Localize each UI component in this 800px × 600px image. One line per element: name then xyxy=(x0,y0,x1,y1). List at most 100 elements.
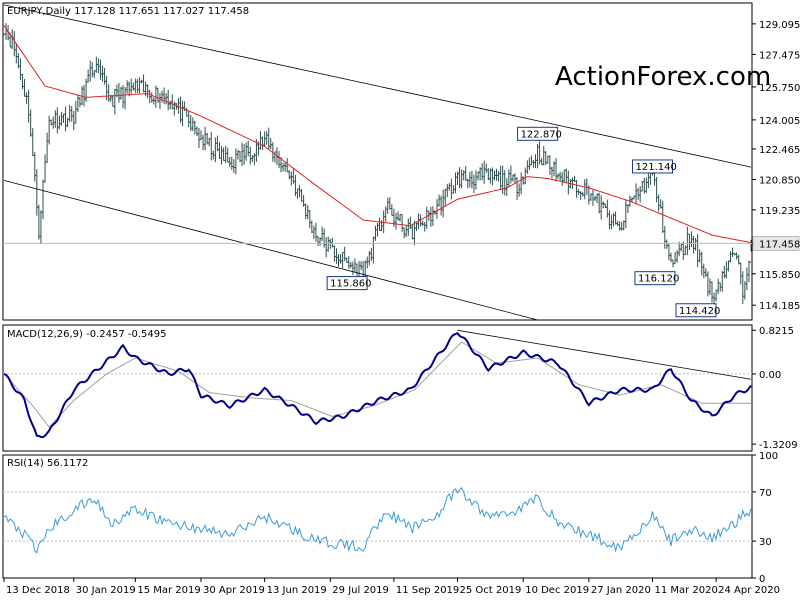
price-bar xyxy=(265,131,268,145)
price-bar xyxy=(597,192,601,214)
price-bar xyxy=(458,167,461,189)
price-bar xyxy=(148,89,151,104)
price-bar xyxy=(302,195,305,207)
price-bar xyxy=(661,200,664,234)
price-bar xyxy=(472,174,476,193)
price-bar xyxy=(88,60,92,82)
price-bar xyxy=(515,177,519,201)
annotation-label: 116.120 xyxy=(638,274,679,285)
price-bar xyxy=(507,169,511,188)
macd-line xyxy=(3,331,752,439)
price-bar xyxy=(524,167,527,185)
price-bar xyxy=(560,172,564,186)
price-bar xyxy=(121,85,125,109)
price-bar xyxy=(158,93,162,110)
price-bar xyxy=(74,101,78,124)
x-tick-label: 11 Mar 2020 xyxy=(654,585,717,596)
price-bar xyxy=(540,157,543,165)
price-bar xyxy=(591,189,595,206)
price-bar xyxy=(571,177,574,190)
price-bar xyxy=(677,241,681,257)
price-bar xyxy=(189,114,192,132)
price-bar xyxy=(111,95,114,107)
price-bar xyxy=(480,163,484,181)
price-bar xyxy=(56,107,59,134)
price-bar xyxy=(517,183,521,197)
price-bar xyxy=(47,115,51,145)
x-tick-label: 13 Dec 2018 xyxy=(6,585,70,596)
main-header: EURJPY,Daily 117.128 117.651 117.027 117… xyxy=(7,6,249,17)
price-bar xyxy=(565,168,568,184)
price-bar xyxy=(400,214,404,232)
price-bar xyxy=(688,233,691,250)
price-bar xyxy=(441,189,445,218)
price-bar xyxy=(242,144,246,165)
price-bar xyxy=(612,213,615,227)
price-bar xyxy=(64,106,67,132)
price-bar xyxy=(138,77,141,94)
price-bar xyxy=(511,174,515,182)
price-bar xyxy=(487,168,490,181)
price-bar xyxy=(632,195,636,200)
macd-header: MACD(12,26,9) -0.2457 -0.5495 xyxy=(7,329,167,340)
price-bar xyxy=(528,157,531,171)
price-bar xyxy=(714,289,718,302)
price-bar xyxy=(93,70,96,79)
price-bar xyxy=(228,156,231,168)
price-bar xyxy=(349,261,353,269)
price-bar xyxy=(304,203,307,220)
price-bar xyxy=(234,148,238,175)
price-bar xyxy=(290,171,293,186)
price-bar xyxy=(456,171,459,186)
x-tick-label: 25 Oct 2019 xyxy=(460,585,522,596)
price-bar xyxy=(704,268,708,277)
price-bar xyxy=(37,204,41,240)
price-bar xyxy=(152,97,156,105)
price-bar xyxy=(460,169,463,189)
price-bar xyxy=(263,131,266,147)
price-bar xyxy=(13,31,16,57)
price-bar xyxy=(376,222,379,237)
price-bar xyxy=(550,166,554,179)
price-bar xyxy=(218,142,221,159)
price-bar xyxy=(616,220,619,226)
price-bar xyxy=(538,141,541,165)
watermark: ActionForex.com xyxy=(555,62,771,92)
price-bar xyxy=(179,96,182,123)
price-bar xyxy=(702,263,705,279)
price-bar xyxy=(468,171,472,188)
price-bar xyxy=(712,292,716,304)
price-bar xyxy=(27,89,30,123)
price-bar xyxy=(370,247,373,261)
price-bar xyxy=(575,180,578,198)
x-tick-label: 10 Dec 2019 xyxy=(525,585,589,596)
price-bar xyxy=(405,224,408,238)
price-bar xyxy=(142,74,145,93)
macd-tick-label: -1.3209 xyxy=(759,440,798,451)
price-bar xyxy=(503,170,506,196)
price-bar xyxy=(17,53,20,69)
price-bar xyxy=(288,170,291,180)
price-annotation: 121.140 xyxy=(631,159,677,174)
price-tick-label: 129.095 xyxy=(759,20,800,31)
price-bar xyxy=(70,106,73,122)
rsi-panel-frame xyxy=(2,454,753,579)
price-bar xyxy=(322,228,326,248)
price-bar xyxy=(162,87,166,105)
price-bar xyxy=(493,170,496,181)
price-bar xyxy=(589,193,593,201)
price-bar xyxy=(320,226,324,242)
price-bar xyxy=(294,174,297,197)
price-bar xyxy=(60,112,63,126)
price-bar xyxy=(655,177,658,203)
x-tick-label: 24 Apr 2020 xyxy=(718,585,780,596)
price-bar xyxy=(117,83,121,103)
price-bar xyxy=(694,237,697,251)
price-bar xyxy=(82,85,86,107)
price-bar xyxy=(641,181,644,192)
price-bar xyxy=(169,100,172,110)
price-bar xyxy=(411,223,414,240)
price-bar xyxy=(132,82,135,91)
price-bar xyxy=(378,217,381,231)
price-bar xyxy=(402,227,406,239)
